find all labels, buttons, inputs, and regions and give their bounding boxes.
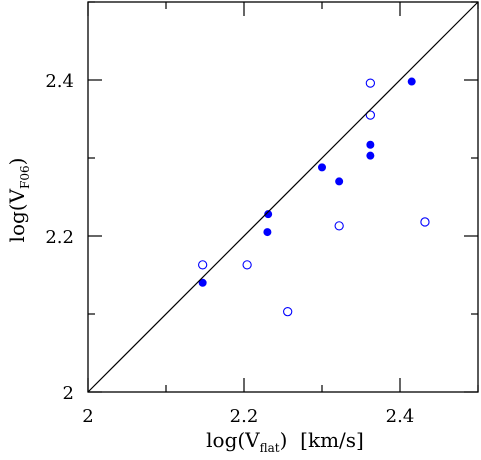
filled-data-point <box>264 210 273 219</box>
filled-data-point <box>317 163 326 172</box>
tick-labels: 2 2.2 2.4 2 2.2 2.4 <box>45 71 414 427</box>
y-axis-label: log(VF06) <box>5 158 32 243</box>
open-data-point <box>365 78 376 88</box>
x-axis-label: log(Vflat) [km/s] <box>206 428 364 455</box>
filled-data-point <box>366 140 375 149</box>
open-data-point <box>283 307 293 317</box>
x-tick-label: 2.4 <box>386 406 415 427</box>
filled-data-point <box>263 228 272 237</box>
y-tick-label: 2.2 <box>45 227 74 248</box>
open-data-point <box>242 260 252 270</box>
y-tick-label: 2.4 <box>45 71 74 92</box>
data-marks <box>198 77 430 317</box>
open-data-point <box>198 260 208 270</box>
one-to-one-line <box>87 1 479 393</box>
filled-data-point <box>407 77 416 86</box>
filled-data-point <box>198 278 207 287</box>
open-data-point <box>365 110 376 120</box>
x-tick-label: 2 <box>82 406 93 427</box>
plot-frame <box>87 1 479 393</box>
open-data-point <box>420 217 430 227</box>
y-tick-label: 2 <box>63 383 74 404</box>
x-tick-label: 2.2 <box>230 406 259 427</box>
open-data-point <box>334 221 344 231</box>
filled-data-point <box>366 151 375 160</box>
filled-data-point <box>335 177 344 186</box>
axis-ticks <box>87 1 479 393</box>
